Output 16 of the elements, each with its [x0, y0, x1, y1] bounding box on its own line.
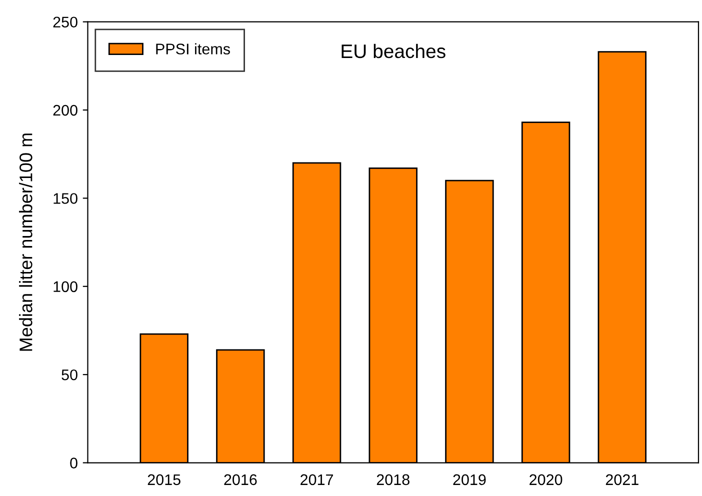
x-tick-label: 2020	[530, 474, 562, 486]
x-tick-label: 2015	[148, 474, 180, 486]
y-tick-label: 150	[54, 193, 78, 204]
y-axis-title: Median litter number/100 m	[19, 134, 32, 351]
legend-label: PPSI items	[156, 43, 230, 54]
y-tick-label: 50	[62, 369, 78, 380]
x-tick-label: 2016	[224, 474, 257, 486]
x-tick-label: 2018	[376, 474, 410, 486]
text: EU beaches	[342, 44, 446, 58]
x-tick-label: 2019	[453, 474, 486, 486]
x-tick-label: 2021	[606, 474, 638, 486]
y-tick-label: 100	[54, 281, 78, 292]
y-tick-label: 200	[53, 104, 78, 116]
y-tick-label: 0	[70, 458, 78, 468]
y-tick-label: 250	[53, 16, 78, 28]
x-tick-label: 2017	[300, 474, 334, 486]
